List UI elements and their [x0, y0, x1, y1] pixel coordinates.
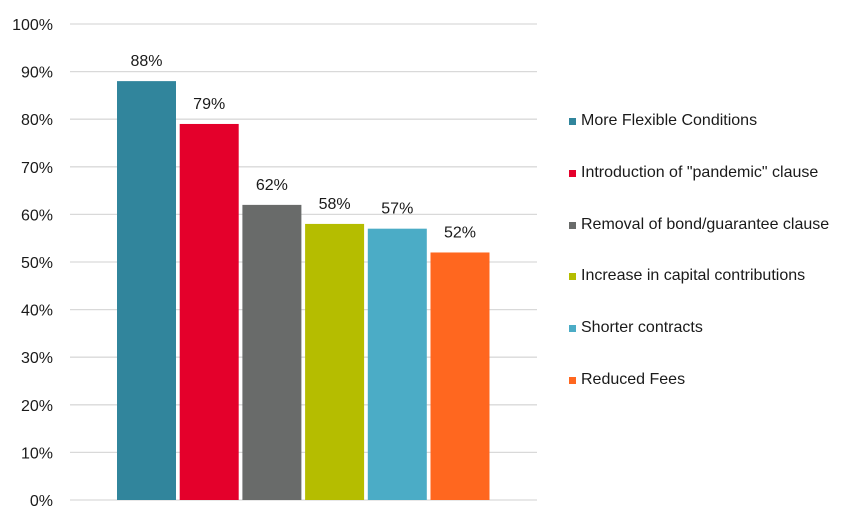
y-tick-label: 100% [12, 17, 53, 34]
legend-swatch [569, 118, 576, 125]
bar-2 [179, 123, 239, 501]
data-label-5: 57% [381, 201, 413, 218]
bar-1 [117, 81, 176, 501]
legend-label: Shorter contracts [581, 319, 703, 337]
legend-label: Removal of bond/guarantee clause [581, 215, 830, 233]
data-label-1: 88% [130, 53, 162, 70]
legend-label: Increase in capital contributions [581, 267, 806, 285]
y-tick-label: 20% [21, 398, 53, 415]
bar-4 [305, 223, 365, 501]
legend-item-2: Introduction of "pandemic" clause [567, 160, 862, 212]
legend-swatch [569, 325, 576, 333]
y-tick-label: 60% [21, 207, 53, 224]
legend-item-3: Removal of bond/guarantee clause [567, 212, 862, 264]
y-tick-label: 90% [21, 65, 53, 82]
y-tick-label: 50% [21, 255, 53, 272]
legend-swatch [569, 273, 576, 281]
legend-item-1: More Flexible Conditions [567, 108, 862, 160]
data-label-3: 62% [256, 177, 288, 194]
legend-item-5: Shorter contracts [567, 315, 862, 367]
legend-swatch [569, 376, 576, 384]
y-tick-label: 0% [30, 493, 53, 510]
legend-item-4: Increase in capital contributions [567, 263, 862, 315]
legend-label: Introduction of "pandemic" clause [581, 163, 819, 181]
legend-item-6: Reduced Fees [567, 367, 862, 419]
bar-3 [242, 204, 302, 500]
bars [117, 81, 490, 501]
y-tick-label: 10% [21, 445, 53, 462]
y-tick-label: 80% [21, 112, 53, 129]
data-label-6: 52% [444, 224, 476, 241]
bar-5 [367, 228, 427, 500]
bar-6 [430, 252, 490, 500]
y-tick-label: 70% [21, 160, 53, 177]
y-axis-ticks: 0% 10% 20% 30% 40% 50% 60% 70% 80% 90% 100% [12, 17, 53, 510]
y-tick-label: 30% [21, 350, 53, 367]
legend-swatch [569, 221, 576, 229]
y-tick-label: 40% [21, 303, 53, 320]
legend-label: Reduced Fees [581, 370, 686, 388]
data-label-2: 79% [193, 96, 225, 113]
legend-label: More Flexible Conditions [581, 112, 758, 129]
data-label-4: 58% [319, 196, 351, 213]
legend: More Flexible Conditions Introduction of … [567, 108, 862, 419]
data-labels: 88% 79% 62% 58% 57% 52% [130, 53, 476, 241]
legend-swatch [569, 169, 576, 177]
